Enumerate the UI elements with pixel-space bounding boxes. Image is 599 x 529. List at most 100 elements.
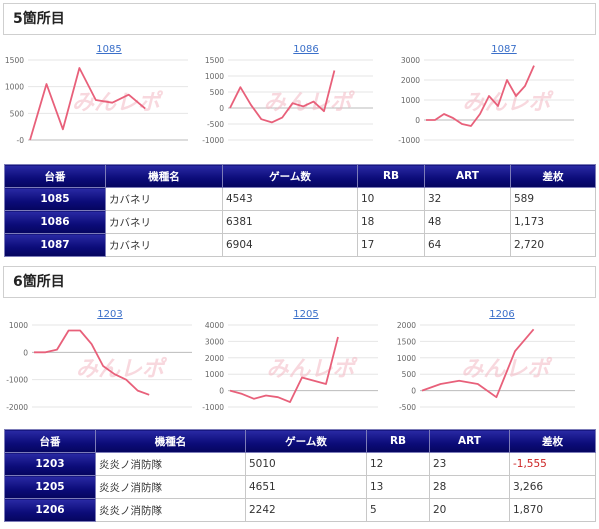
watermark-logo: みんレポ <box>266 356 358 382</box>
art-count: 23 <box>429 452 510 476</box>
header-machine-no: 台番 <box>4 164 106 188</box>
table-row: 1086 カバネリ 6381 18 48 1,173 <box>4 210 596 234</box>
model-name: カバネリ <box>105 187 223 211</box>
tick-label: 1500 <box>205 56 224 65</box>
header-diff: 差枚 <box>510 164 596 188</box>
game-count: 4543 <box>222 187 358 211</box>
game-count: 6381 <box>222 210 358 234</box>
tick-label: 2000 <box>401 76 420 85</box>
tick-label: 0 <box>219 387 224 396</box>
art-count: 28 <box>429 475 510 499</box>
tick-label: 1000 <box>5 83 24 92</box>
table-row: 1205 炎炎ノ消防隊 4651 13 28 3,266 <box>4 475 596 499</box>
chart-link-1086[interactable]: 1086 <box>293 44 319 55</box>
game-count: 5010 <box>245 452 367 476</box>
header-model-name: 機種名 <box>105 164 223 188</box>
tick-label: 500 <box>10 109 25 118</box>
tick-label: 1500 <box>5 56 24 65</box>
tick-label: 1000 <box>205 72 224 81</box>
tick-label: 1000 <box>401 96 420 105</box>
table-row: 1206 炎炎ノ消防隊 2242 5 20 1,870 <box>4 498 596 522</box>
tick-label: 0 <box>219 104 224 113</box>
header-rb: RB <box>366 429 430 453</box>
header-model-name: 機種名 <box>95 429 246 453</box>
tick-label: 1000 <box>205 370 224 379</box>
game-count: 6904 <box>222 233 358 257</box>
rb-count: 5 <box>366 498 430 522</box>
tick-label: 1500 <box>397 337 416 346</box>
table-row: 1203 炎炎ノ消防隊 5010 12 23 -1,555 <box>4 452 596 476</box>
table-header-row: 台番 機種名 ゲーム数 RB ART 差枚 <box>4 164 596 188</box>
art-count: 32 <box>424 187 511 211</box>
rb-count: 13 <box>366 475 430 499</box>
chart-link-1087[interactable]: 1087 <box>491 44 517 55</box>
machine-no: 1203 <box>4 452 96 476</box>
table-header-row: 台番 機種名 ゲーム数 RB ART 差枚 <box>4 429 596 453</box>
series-line <box>229 336 339 404</box>
machine-no: 1205 <box>4 475 96 499</box>
model-name: 炎炎ノ消防隊 <box>95 452 246 476</box>
header-machine-no: 台番 <box>4 429 96 453</box>
series-line <box>29 67 146 141</box>
data-table-section-5: 台番 機種名 ゲーム数 RB ART 差枚 1085 カバネリ 4543 10 … <box>4 164 596 257</box>
rb-count: 10 <box>357 187 425 211</box>
diff-value: 3,266 <box>509 475 596 499</box>
chart-link-1206[interactable]: 1206 <box>489 309 515 320</box>
tick-label: 500 <box>210 88 225 97</box>
series-line <box>421 328 535 399</box>
tick-label: -1000 <box>398 136 420 145</box>
chart-link-1205[interactable]: 1205 <box>293 309 319 320</box>
tick-label: 1000 <box>9 321 28 330</box>
model-name: カバネリ <box>105 233 223 257</box>
tick-label: 0 <box>23 348 28 357</box>
diff-value: 2,720 <box>510 233 596 257</box>
table-row: 1087 カバネリ 6904 17 64 2,720 <box>4 233 596 257</box>
model-name: 炎炎ノ消防隊 <box>95 498 246 522</box>
header-game-count: ゲーム数 <box>245 429 367 453</box>
watermark-logo: みんレポ <box>462 90 554 116</box>
header-art: ART <box>424 164 511 188</box>
tick-label: -500 <box>207 120 224 129</box>
machine-no: 1087 <box>4 233 106 257</box>
series-line <box>426 65 535 127</box>
machine-no: 1206 <box>4 498 96 522</box>
game-count: 4651 <box>245 475 367 499</box>
header-diff: 差枚 <box>509 429 596 453</box>
table-row: 1085 カバネリ 4543 10 32 589 <box>4 187 596 211</box>
tick-label: -500 <box>399 403 416 412</box>
rb-count: 17 <box>357 233 425 257</box>
series-line <box>34 329 150 396</box>
header-rb: RB <box>357 164 425 188</box>
game-count: 2242 <box>245 498 367 522</box>
tick-label: -2000 <box>6 403 28 412</box>
machine-no: 1086 <box>4 210 106 234</box>
tick-label: -0 <box>17 136 25 145</box>
chart-link-1085[interactable]: 1085 <box>96 44 122 55</box>
tick-label: -1000 <box>202 403 224 412</box>
diff-value: -1,555 <box>509 452 596 476</box>
tick-label: 1000 <box>397 354 416 363</box>
diff-value: 1,173 <box>510 210 596 234</box>
machine-no: 1085 <box>4 187 106 211</box>
data-table-section-6: 台番 機種名 ゲーム数 RB ART 差枚 1203 炎炎ノ消防隊 5010 1… <box>4 429 596 522</box>
watermark-logo: みんレポ <box>461 356 553 382</box>
rb-count: 18 <box>357 210 425 234</box>
watermark-logo: みんレポ <box>76 356 168 382</box>
rb-count: 12 <box>366 452 430 476</box>
diff-value: 589 <box>510 187 596 211</box>
tick-label: -1000 <box>202 136 224 145</box>
tick-label: 2000 <box>397 321 416 330</box>
section-title: 5箇所目 <box>3 3 596 35</box>
series-line <box>229 70 336 124</box>
header-game-count: ゲーム数 <box>222 164 358 188</box>
chart-link-1203[interactable]: 1203 <box>97 309 123 320</box>
tick-label: 4000 <box>205 321 224 330</box>
art-count: 64 <box>424 233 511 257</box>
watermark-logo: みんレポ <box>72 90 164 116</box>
tick-label: 3000 <box>401 56 420 65</box>
section-title: 6箇所目 <box>3 266 596 298</box>
tick-label: 500 <box>402 370 417 379</box>
art-count: 48 <box>424 210 511 234</box>
model-name: カバネリ <box>105 210 223 234</box>
header-art: ART <box>429 429 510 453</box>
